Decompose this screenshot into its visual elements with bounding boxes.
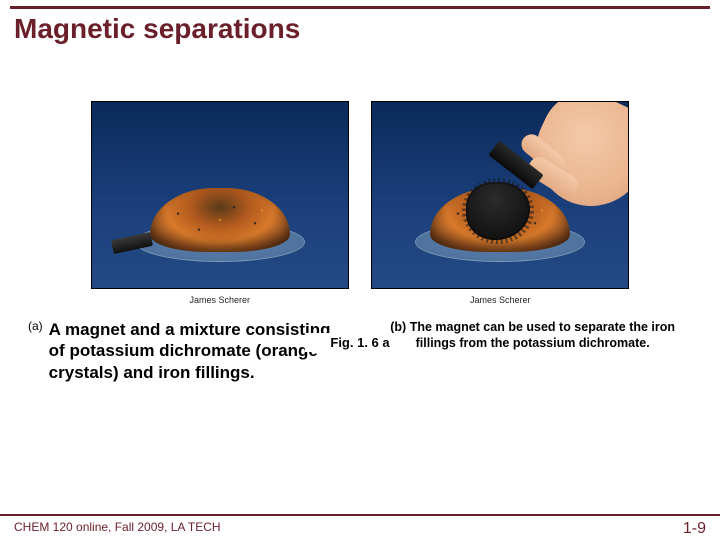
photo-credit-left: James Scherer — [189, 295, 250, 305]
slide-footer: CHEM 120 online, Fall 2009, LA TECH 1-9 — [0, 514, 720, 538]
caption-b: (b) The magnet can be used to separate t… — [373, 319, 692, 383]
footer-course: CHEM 120 online, Fall 2009, LA TECH — [14, 520, 221, 538]
caption-b-text: (b) The magnet can be used to separate t… — [373, 319, 692, 352]
caption-a-tag: (a) — [28, 319, 43, 383]
figure-label: Fig. 1. 6 a — [305, 333, 415, 352]
caption-b-tag: (b) — [390, 320, 406, 334]
caption-a: (a) A magnet and a mixture consisting of… — [28, 319, 347, 383]
footer-page-number: 1-9 — [683, 520, 706, 538]
caption-b-body: The magnet can be used to separate the i… — [410, 320, 675, 350]
photo-right — [371, 101, 629, 289]
slide-title: Magnetic separations — [0, 11, 720, 45]
top-rule — [10, 6, 710, 9]
photo-credit-right: James Scherer — [470, 295, 531, 305]
caption-a-text: A magnet and a mixture consisting of pot… — [49, 319, 347, 383]
photo-left — [91, 101, 349, 289]
photo-credit-row: James Scherer James Scherer — [0, 295, 720, 305]
figure-row: Fig. 1. 6 a — [0, 101, 720, 289]
